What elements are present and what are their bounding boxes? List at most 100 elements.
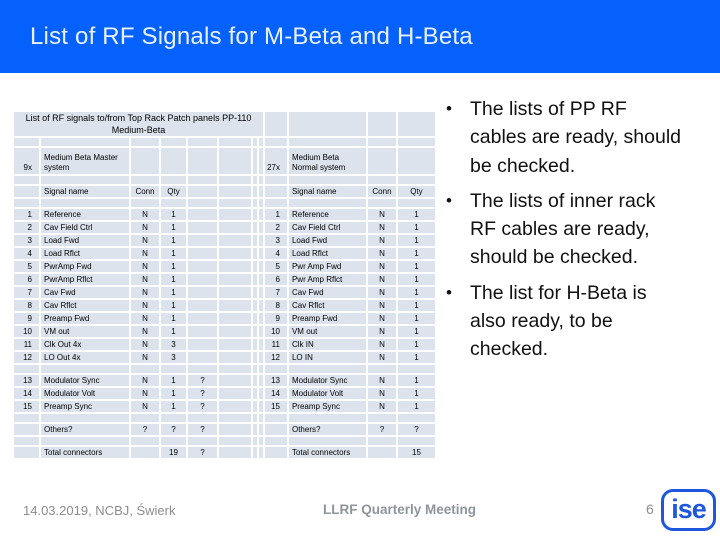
empty-cell [219, 339, 251, 351]
signal-row: 6 PwrAmp Rflct N 1 6 Pwr Amp Rflct N 1 [14, 274, 435, 286]
left-total-label: Total connectors [41, 447, 129, 459]
gap-cell [253, 424, 257, 436]
right-signal-name: Cav Fwd [288, 287, 366, 299]
right-conn: N [367, 401, 396, 413]
right-row-number: 9 [265, 313, 287, 325]
gap-cell [253, 261, 257, 273]
ise-logo-text: ise [671, 493, 707, 524]
empty-cell [161, 148, 186, 175]
left-row-number: 13 [14, 375, 39, 387]
gap-cell [253, 222, 257, 234]
gap-cell [253, 375, 257, 387]
notes-bullet-list: • The lists of PP RF cables are ready, s… [446, 95, 716, 370]
gap-cell [259, 313, 264, 325]
right-signal-name: Reference [288, 209, 366, 221]
left-row-number: 3 [14, 235, 39, 247]
empty-cell [219, 287, 251, 299]
gap-cell [259, 388, 264, 400]
left-signal-name: Cav Field Ctrl [41, 222, 129, 234]
column-header-row: Signal name Conn Qty Signal name Conn Qt… [14, 186, 435, 198]
left-qty: 1 [161, 326, 186, 338]
left-row-number: 14 [14, 388, 39, 400]
empty-cell [219, 148, 251, 175]
left-extra: ? [188, 375, 217, 387]
bullet-text: The list for H-Beta is also ready, to be… [470, 281, 647, 361]
left-signal-name: Cav Rflct [41, 300, 129, 312]
left-qty: 3 [161, 339, 186, 351]
gap-cell [253, 248, 257, 260]
left-qty: 1 [161, 209, 186, 221]
right-row-number: 11 [265, 339, 287, 351]
left-qty: 1 [161, 401, 186, 413]
gap-cell [253, 287, 257, 299]
left-extra: ? [188, 401, 217, 413]
left-row-number: 9 [14, 313, 39, 325]
left-signal-name: Load Rflct [41, 248, 129, 260]
right-total-label: Total connectors [288, 447, 366, 459]
separator-row [14, 414, 435, 423]
left-conn: N [131, 401, 159, 413]
left-system-count: 9x [14, 148, 39, 175]
gap-cell [259, 424, 264, 436]
system-row: 9x Medium Beta Master system 27x Medium … [14, 148, 435, 175]
left-row-number: 8 [14, 300, 39, 312]
signal-row: 7 Cav Fwd N 1 7 Cav Fwd N 1 [14, 287, 435, 299]
signal-row: 15 Preamp Sync N 1? 15 Preamp Sync N 1 [14, 401, 435, 413]
left-signal-name: PwrAmp Fwd [41, 261, 129, 273]
gap-cell [253, 447, 257, 459]
separator-row [14, 176, 435, 185]
left-row-number: 5 [14, 261, 39, 273]
gap-cell [259, 339, 264, 351]
empty-cell [188, 186, 217, 198]
left-signal-name: Load Fwd [41, 235, 129, 247]
left-row-number: 11 [14, 339, 39, 351]
gap-cell [253, 148, 257, 175]
separator-row [14, 199, 435, 208]
gap-cell [253, 326, 257, 338]
gap-cell [259, 401, 264, 413]
bullet-item: • The lists of inner rack RF cables are … [446, 187, 716, 272]
left-extra [188, 222, 217, 234]
gap-cell [253, 339, 257, 351]
left-signal-name: Clk Out 4x [41, 339, 129, 351]
left-qty: 1 [161, 375, 186, 387]
empty-cell [367, 112, 396, 137]
gap-cell [259, 326, 264, 338]
empty-cell [219, 447, 251, 459]
empty-cell [219, 186, 251, 198]
right-signal-name: Modulator Volt [288, 388, 366, 400]
left-header-conn: Conn [131, 186, 159, 198]
empty-cell [219, 313, 251, 325]
gap-cell [259, 209, 264, 221]
empty-cell [219, 388, 251, 400]
right-row-number: 4 [265, 248, 287, 260]
right-row-number: 8 [265, 300, 287, 312]
right-others-conn: ? [367, 424, 396, 436]
empty-cell [219, 352, 251, 364]
left-row-number: 12 [14, 352, 39, 364]
right-signal-name: Clk IN [288, 339, 366, 351]
total-row: Total connectors 19 ? Total connectors 1… [14, 447, 435, 459]
right-signal-name: Pwr Amp Fwd [288, 261, 366, 273]
left-extra [188, 209, 217, 221]
right-row-number: 3 [265, 235, 287, 247]
right-qty: 1 [397, 248, 435, 260]
empty-cell [219, 209, 251, 221]
signal-row: 14 Modulator Volt N 1? 14 Modulator Volt N 1 [14, 388, 435, 400]
signal-row: 5 PwrAmp Fwd N 1 5 Pwr Amp Fwd N 1 [14, 261, 435, 273]
right-qty: 1 [397, 274, 435, 286]
right-conn: N [367, 274, 396, 286]
empty-cell [265, 447, 287, 459]
left-extra [188, 274, 217, 286]
signal-row: 11 Clk Out 4x N 3 11 Clk IN N 1 [14, 339, 435, 351]
right-conn: N [367, 339, 396, 351]
left-conn: N [131, 339, 159, 351]
right-conn: N [367, 235, 396, 247]
right-signal-name: Pwr Amp Rflct [288, 274, 366, 286]
left-extra [188, 339, 217, 351]
gap-cell [259, 248, 264, 260]
table-title-row: List of RF signals to/from Top Rack Patc… [14, 112, 435, 137]
left-extra [188, 235, 217, 247]
right-others-qty: ? [397, 424, 435, 436]
left-conn: N [131, 248, 159, 260]
